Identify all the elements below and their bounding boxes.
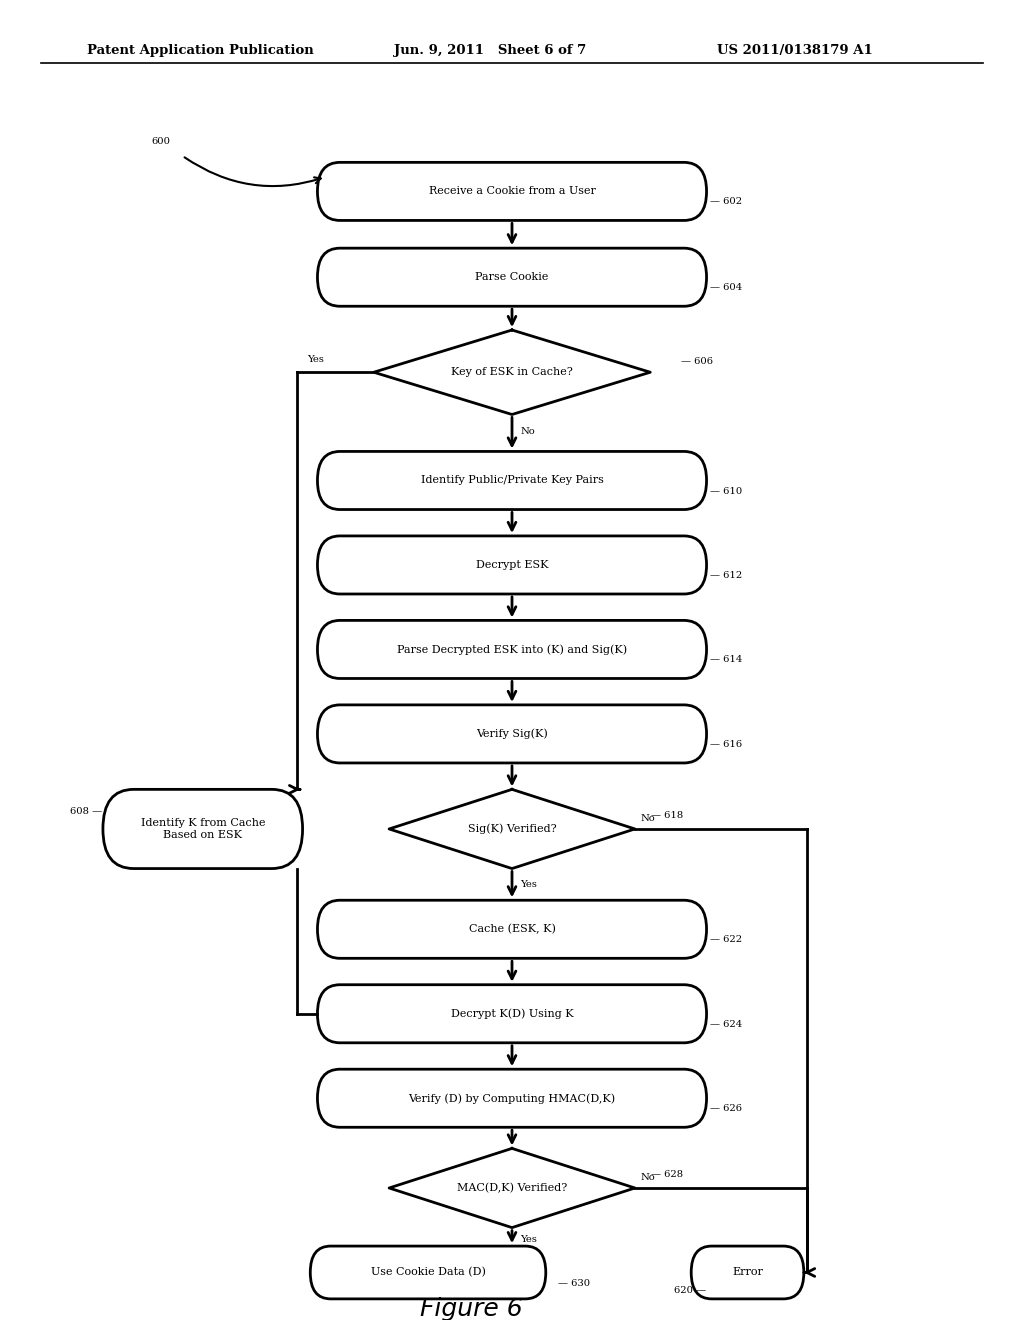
Text: Identify K from Cache
Based on ESK: Identify K from Cache Based on ESK (140, 818, 265, 840)
Text: Decrypt K(D) Using K: Decrypt K(D) Using K (451, 1008, 573, 1019)
Text: Yes: Yes (520, 880, 537, 888)
Text: Key of ESK in Cache?: Key of ESK in Cache? (452, 367, 572, 378)
Text: No: No (520, 428, 535, 436)
Text: Parse Cookie: Parse Cookie (475, 272, 549, 282)
Text: — 628: — 628 (651, 1171, 683, 1179)
Text: — 602: — 602 (710, 198, 741, 206)
Polygon shape (389, 1148, 635, 1228)
FancyBboxPatch shape (317, 1069, 707, 1127)
Text: No: No (640, 814, 654, 822)
Text: Sig(K) Verified?: Sig(K) Verified? (468, 824, 556, 834)
Text: Verify Sig(K): Verify Sig(K) (476, 729, 548, 739)
FancyBboxPatch shape (317, 451, 707, 510)
Text: Yes: Yes (520, 1236, 537, 1243)
FancyBboxPatch shape (317, 705, 707, 763)
Text: MAC(D,K) Verified?: MAC(D,K) Verified? (457, 1183, 567, 1193)
Text: — 626: — 626 (710, 1105, 741, 1113)
Text: Decrypt ESK: Decrypt ESK (476, 560, 548, 570)
Text: Verify (D) by Computing HMAC(D,K): Verify (D) by Computing HMAC(D,K) (409, 1093, 615, 1104)
Text: Identify Public/Private Key Pairs: Identify Public/Private Key Pairs (421, 475, 603, 486)
Text: — 622: — 622 (710, 936, 741, 944)
Text: Patent Application Publication: Patent Application Publication (87, 44, 313, 57)
Text: US 2011/0138179 A1: US 2011/0138179 A1 (717, 44, 872, 57)
Polygon shape (389, 789, 635, 869)
Polygon shape (374, 330, 650, 414)
Text: Use Cookie Data (D): Use Cookie Data (D) (371, 1267, 485, 1278)
Text: — 624: — 624 (710, 1020, 741, 1028)
Text: — 614: — 614 (710, 656, 742, 664)
FancyBboxPatch shape (102, 789, 303, 869)
FancyBboxPatch shape (317, 162, 707, 220)
FancyBboxPatch shape (310, 1246, 546, 1299)
Text: — 610: — 610 (710, 487, 741, 495)
Text: Cache (ESK, K): Cache (ESK, K) (469, 924, 555, 935)
Text: Receive a Cookie from a User: Receive a Cookie from a User (429, 186, 595, 197)
FancyBboxPatch shape (317, 620, 707, 678)
Text: 620 —: 620 — (675, 1287, 707, 1295)
FancyBboxPatch shape (691, 1246, 804, 1299)
Text: — 630: — 630 (558, 1279, 590, 1287)
Text: 600: 600 (152, 137, 171, 145)
FancyBboxPatch shape (317, 985, 707, 1043)
Text: — 618: — 618 (651, 812, 683, 820)
Text: — 612: — 612 (710, 572, 741, 579)
FancyBboxPatch shape (317, 248, 707, 306)
Text: 608 —: 608 — (71, 808, 102, 816)
Text: — 606: — 606 (681, 358, 713, 366)
Text: — 616: — 616 (710, 741, 741, 748)
Text: Jun. 9, 2011   Sheet 6 of 7: Jun. 9, 2011 Sheet 6 of 7 (394, 44, 587, 57)
FancyBboxPatch shape (317, 536, 707, 594)
Text: Error: Error (732, 1267, 763, 1278)
FancyBboxPatch shape (317, 900, 707, 958)
Text: — 604: — 604 (710, 284, 741, 292)
Text: No: No (640, 1173, 654, 1181)
Text: Yes: Yes (307, 355, 324, 363)
Text: Parse Decrypted ESK into (K) and Sig(K): Parse Decrypted ESK into (K) and Sig(K) (397, 644, 627, 655)
Text: Figure 6: Figure 6 (420, 1298, 522, 1320)
